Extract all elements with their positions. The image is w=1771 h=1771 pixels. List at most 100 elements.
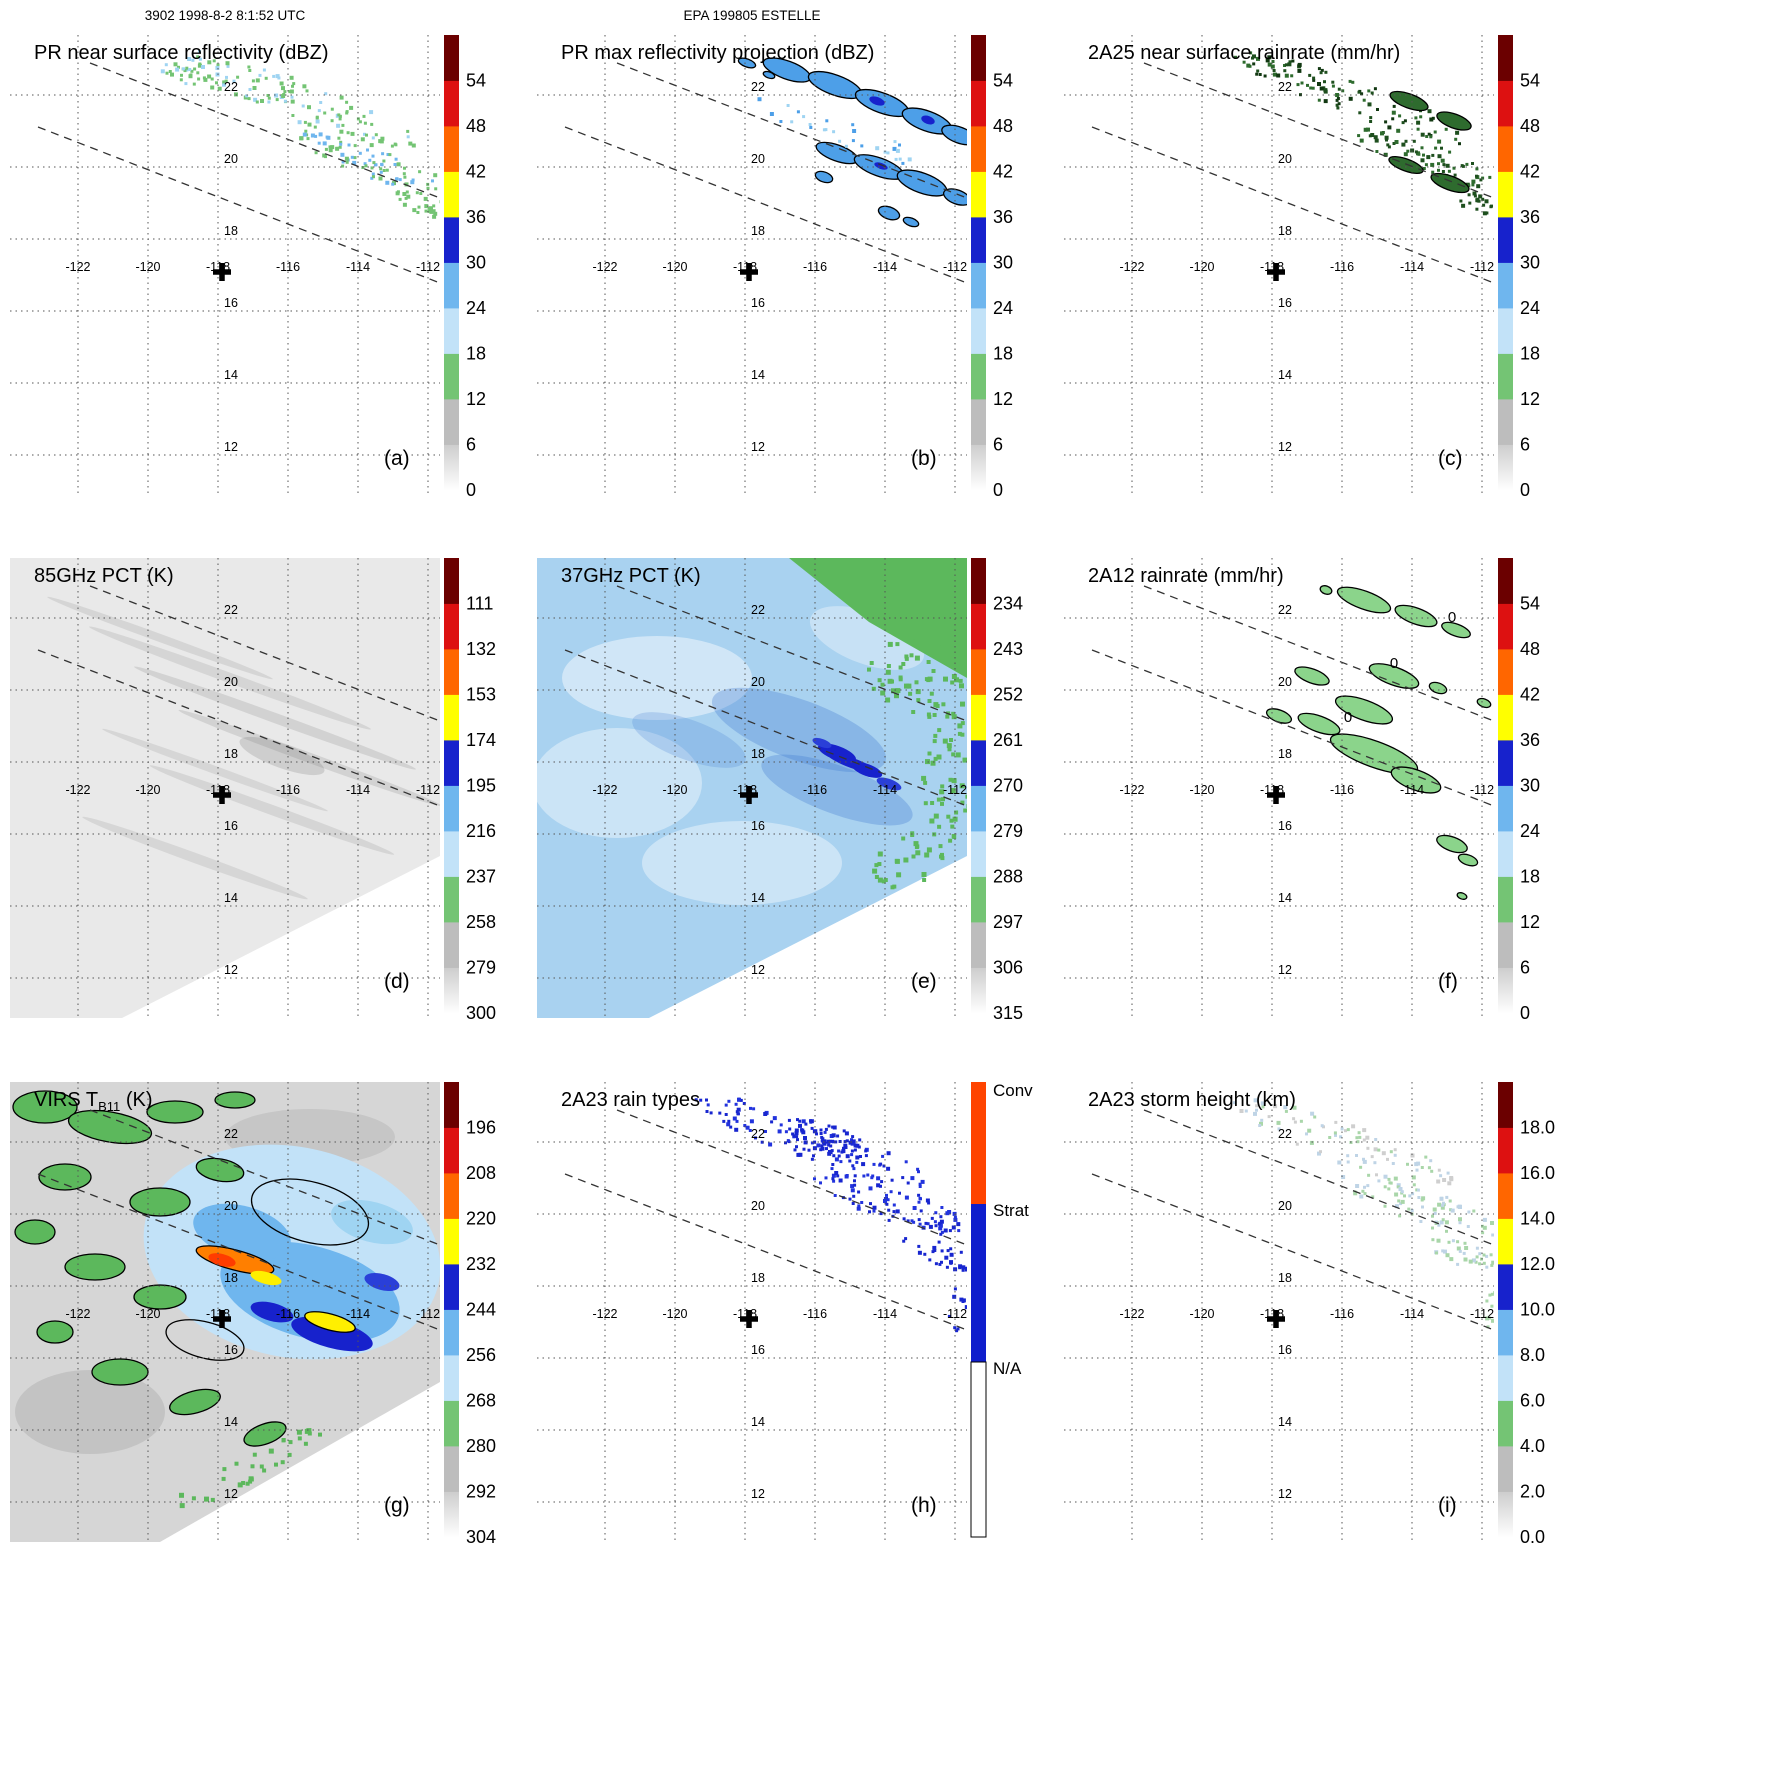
colorbar-tick: 36 xyxy=(1520,730,1540,750)
lon-label: -122 xyxy=(1119,1307,1144,1321)
lon-label: -116 xyxy=(276,1307,300,1321)
panel-letter: (h) xyxy=(911,1494,937,1517)
data-blob xyxy=(941,124,967,146)
panel-b: -122 -120 -118 -116 -114 -112 22 20 18 16 14 12 PR m… xyxy=(537,35,1037,505)
data-speckles xyxy=(867,635,966,719)
lat-label: 12 xyxy=(1278,1487,1292,1501)
panel-c: -122 -120 -118 -116 -114 -112 22 20 18 16 14 12 2A25… xyxy=(1064,35,1564,505)
storm-center-marker xyxy=(1267,1310,1285,1328)
data-layer xyxy=(1232,1098,1494,1329)
colorbar-tick: 54 xyxy=(993,71,1013,91)
data-blob xyxy=(902,216,920,228)
colorbar-segment xyxy=(971,399,986,445)
panel-a: -122 -120 -118 -116 -114 -112 22 20 18 16 14 12 PR n… xyxy=(10,35,510,505)
data-speckles xyxy=(872,831,945,890)
panel-h-canvas: -122 -120 -118 -116 -114 -1122220181614122A23… xyxy=(537,1082,1033,1542)
data-blob xyxy=(134,666,416,770)
colorbar-segment xyxy=(971,126,986,172)
lat-label: 22 xyxy=(751,603,765,617)
lon-label: -114 xyxy=(346,260,370,274)
lat-label: 12 xyxy=(224,963,238,977)
colorbar-segment xyxy=(1498,171,1513,218)
data-blob xyxy=(178,709,440,807)
colorbar-tick: 0 xyxy=(1520,480,1530,500)
data-region xyxy=(10,558,440,1018)
lat-label: 16 xyxy=(224,1343,238,1357)
data-blob xyxy=(47,596,273,680)
data-blob xyxy=(1476,697,1492,709)
colorbar-tick: 12.0 xyxy=(1520,1254,1555,1274)
panel-letter: (d) xyxy=(384,970,410,993)
data-region xyxy=(537,558,967,1018)
colorbar-f: 0 6 12 18 24 30 36 42 48 54 xyxy=(1498,558,1540,1023)
panel-f: 0 0 0 -122 -120 -118 -116 -114 -112 22 20 18 16 14 12 2… xyxy=(1064,558,1564,1028)
data-blob xyxy=(214,1091,256,1109)
colorbar-segment xyxy=(971,694,986,741)
lon-label: -112 xyxy=(1470,260,1494,274)
data-speckles xyxy=(1232,1098,1454,1186)
lon-label: -116 xyxy=(803,260,827,274)
colorbar-a: 0 6 12 18 24 30 36 42 48 54 xyxy=(444,35,486,500)
rain-type-segment xyxy=(971,1204,986,1362)
data-layer xyxy=(737,57,967,228)
data-speckles xyxy=(1234,51,1461,146)
colorbar-segment xyxy=(1498,694,1513,741)
data-blob xyxy=(1334,695,1394,725)
colorbar-tick: 280 xyxy=(466,1436,496,1456)
lat-label: 18 xyxy=(224,1271,238,1285)
lon-label: -116 xyxy=(803,783,827,797)
colorbar-segment xyxy=(971,308,986,354)
data-blob xyxy=(133,1284,187,1310)
data-blob xyxy=(1297,712,1341,736)
data-layer xyxy=(694,1097,967,1333)
colorbar-tick: 48 xyxy=(466,116,486,136)
colorbar-segment xyxy=(1498,308,1513,354)
data-blob xyxy=(642,821,842,905)
panel-d: -122 -120 -118 -116 -114 -112 22 20 18 16 14 12 85GH… xyxy=(10,558,510,1028)
colorbar-tick: 42 xyxy=(1520,162,1540,182)
colorbar-tick: 306 xyxy=(993,958,1023,978)
colorbar-h: Conv Strat N/A xyxy=(970,1082,1033,1538)
colorbar-segment xyxy=(444,308,459,354)
lat-label: 16 xyxy=(224,296,238,310)
data-speckles xyxy=(921,711,967,849)
colorbar-tick: 18.0 xyxy=(1520,1118,1555,1138)
data-blob xyxy=(1389,90,1429,112)
lat-label: 20 xyxy=(1278,675,1292,689)
swath-edge-line xyxy=(616,585,968,722)
data-speckles xyxy=(1431,1238,1494,1269)
data-blob xyxy=(67,1109,153,1145)
colorbar-tick: 0 xyxy=(993,480,1003,500)
colorbar-segment xyxy=(1498,1082,1513,1128)
colorbar-tick: 208 xyxy=(466,1163,496,1183)
storm-center-marker xyxy=(740,1310,758,1328)
colorbar-tick: 216 xyxy=(466,821,496,841)
lon-label: -114 xyxy=(346,783,370,797)
data-blob xyxy=(1436,111,1472,131)
swath-edge-line xyxy=(1143,62,1495,199)
colorbar-tick: 300 xyxy=(466,1003,496,1023)
colorbar-tick: 6.0 xyxy=(1520,1391,1545,1411)
panel-e: -122 -120 -118 -116 -114 -112 22 20 18 16 14 12 37GH… xyxy=(537,558,1037,1028)
data-blob xyxy=(869,96,885,106)
data-blob xyxy=(1336,586,1392,614)
panel-title: 2A25 near surface rainrate (mm/hr) xyxy=(1088,42,1400,64)
colorbar-segment xyxy=(1498,262,1513,309)
storm-center-marker xyxy=(1267,786,1285,804)
lat-label: 12 xyxy=(1278,440,1292,454)
data-blob xyxy=(14,1219,56,1245)
colorbar-segment xyxy=(444,558,459,604)
lon-label: -114 xyxy=(1400,1307,1424,1321)
data-blob xyxy=(64,1253,126,1281)
colorbar-segment xyxy=(1498,785,1513,832)
colorbar-segment xyxy=(444,444,459,491)
colorbar-tick: 12 xyxy=(1520,389,1540,409)
colorbar-tick: 270 xyxy=(993,776,1023,796)
data-blob xyxy=(82,816,308,900)
data-speckles xyxy=(947,1287,967,1333)
colorbar-tick: 6 xyxy=(466,435,476,455)
swath-edge-line xyxy=(564,126,968,284)
